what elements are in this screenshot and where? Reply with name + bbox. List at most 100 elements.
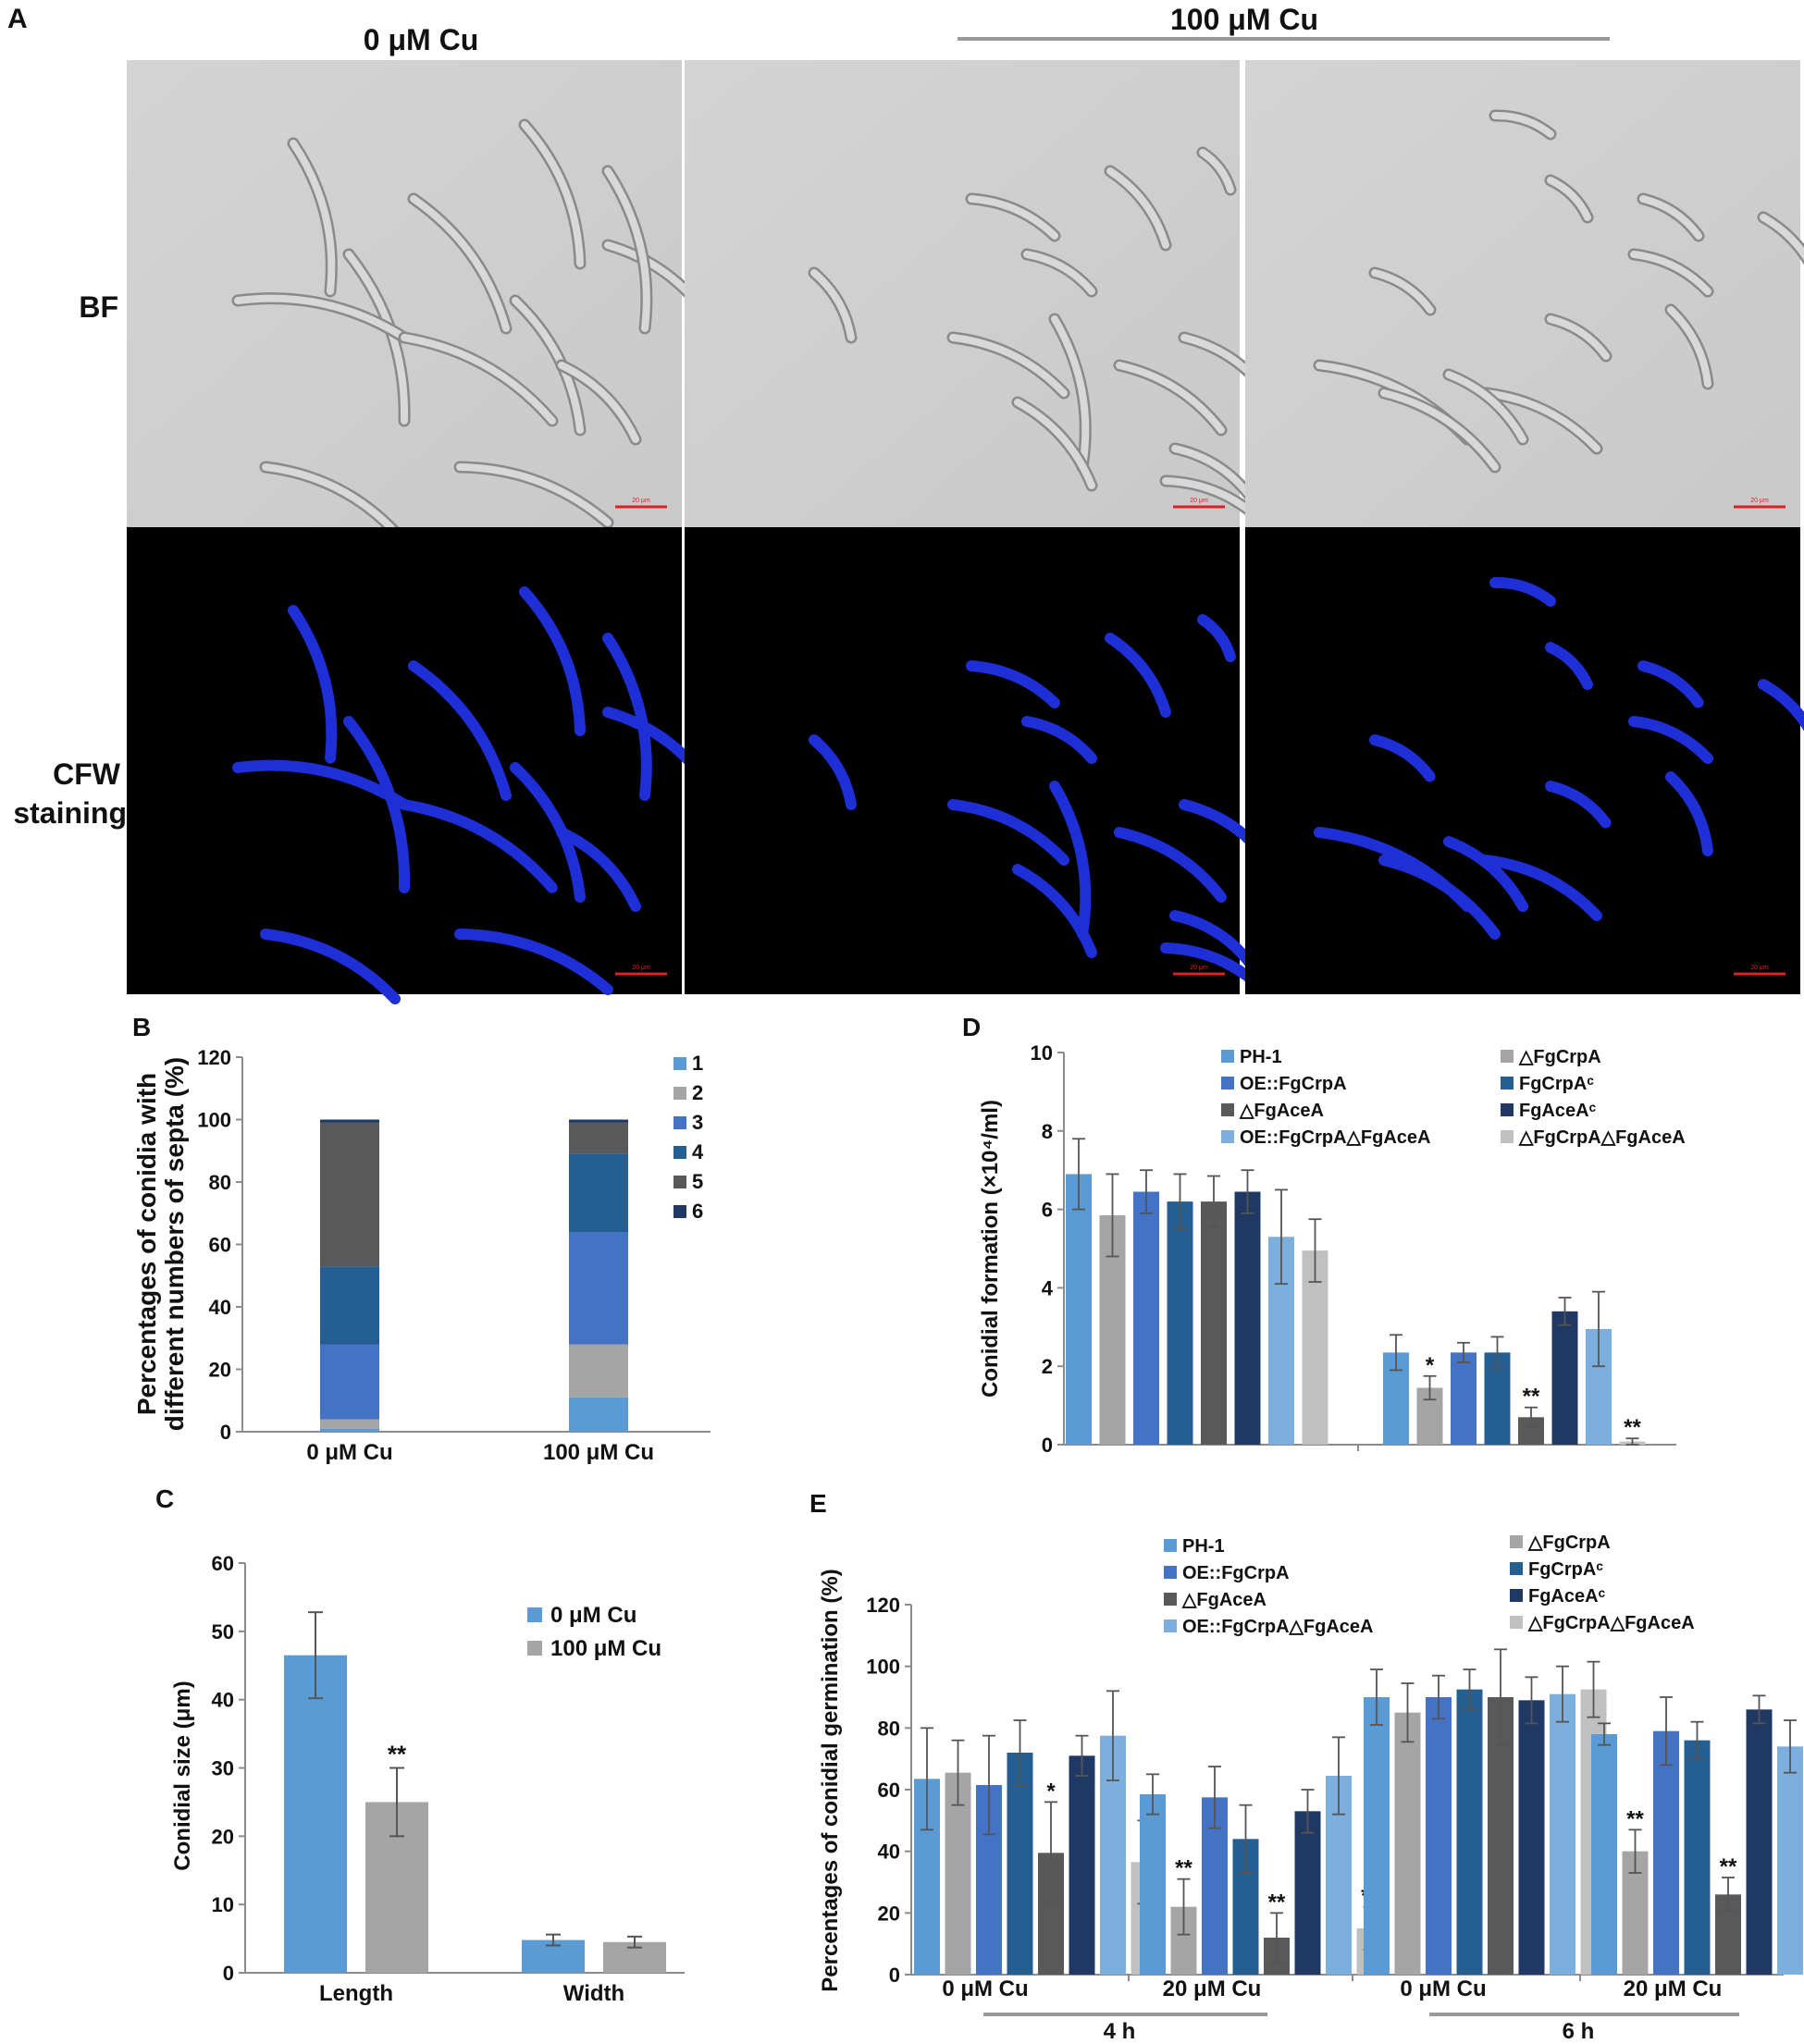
chart-b-bar-0cu-2 [320,1419,379,1429]
conidium-inner-bf-0-2 [234,294,408,341]
chart-d-bar-g0-s4 [1201,1201,1227,1445]
chart-e-y-tick-label: 60 [878,1779,900,1802]
chart-d-legend-swatch-3 [1501,1077,1514,1090]
chart-b-bar-100cu-3 [569,1232,628,1345]
chart-b-legend-swatch-2 [673,1087,686,1100]
chart-e-group-label: 0 μM Cu [1400,1976,1486,2001]
chart-d-legend-label-3: FgCrpAᶜ [1519,1074,1594,1094]
micrograph-cfw-2 [1245,527,1800,994]
conidium-inner-bf-2-2 [1639,195,1702,240]
chart-e-legend-swatch-0 [1164,1539,1177,1552]
chart-b-bar-0cu-3 [320,1344,379,1420]
chart-b-legend-swatch-3 [673,1116,686,1129]
scale-bar-label-bf-1: 20 μm [1190,498,1208,504]
chart-b-legend-label-4: 4 [692,1140,704,1164]
chart-c-bar-length-0 [284,1655,347,1973]
conidium-inner-bf-0-3 [410,195,510,332]
chart-d-sig-g1-s1: * [1426,1353,1435,1378]
chart-d-bar-g0-s5 [1234,1191,1261,1445]
chart-e-bar-g3-s6 [1777,1746,1803,1975]
conidium-inner-bf-1-5 [1051,315,1090,471]
chart-d-legend-label-7: △FgCrpA△FgAceA [1518,1127,1686,1148]
conidium-inner-bf-1-7 [1014,399,1095,489]
conidium-cfw-2-5 [1369,734,1436,782]
chart-c-y-tick-label: 10 [212,1893,234,1916]
chart-d-bar-g1-s2 [1451,1352,1477,1445]
chart-d-legend-swatch-1 [1501,1050,1514,1063]
chart-d-bar-g0-s7 [1302,1250,1328,1445]
chart-e-sig-g3-s1: ** [1626,1806,1644,1831]
chart-c-y-tick-label: 0 [223,1962,234,1985]
conidium-inner-bf-1-9 [1171,445,1253,499]
conidium-cfw-0-11 [556,827,641,912]
chart-e-bar-g2-s1 [1394,1712,1421,1975]
chart-e-sig-g1-s1: ** [1175,1856,1192,1881]
chart-c-legend-swatch-1 [527,1641,542,1656]
chart-e-group-label: 20 μM Cu [1624,1976,1723,2001]
chart-b-legend-swatch-5 [673,1176,686,1188]
conidium-inner-bf-0-0 [290,140,336,295]
chart-d-y-tick-label: 6 [1042,1199,1053,1222]
chart-b-y-tick-label: 60 [209,1234,231,1257]
chart-d-bar-g0-s2 [1133,1191,1159,1445]
chart-e-group-label: 0 μM Cu [942,1976,1028,2001]
chart-e-legend-label-5: FgAceAᶜ [1528,1586,1606,1607]
panel-label-a: A [7,4,28,34]
chart-b-x-tick-label: 100 μM Cu [543,1440,654,1465]
conidium-inner-bf-2-4 [1760,214,1804,261]
chart-b-bar-100cu-1 [569,1397,628,1432]
conidium-cfw-2-10 [1545,781,1612,829]
chart-b-legend-label-2: 2 [692,1081,703,1104]
chart-e-bar-g1-s5 [1294,1811,1321,1975]
micrograph-cfw-1 [685,527,1240,994]
conidium-cfw-1-5 [1049,781,1092,940]
chart-b-legend-swatch-6 [673,1205,686,1218]
conidium-inner-bf-1-4 [949,334,1068,397]
conidium-cfw-1-3 [1021,716,1097,764]
chart-c-y-label: Conidial size (μm) [170,1681,195,1870]
conidium-inner-bf-0-4 [401,334,556,425]
conidium-inner-bf-2-5 [1371,269,1434,314]
row-label-staining: staining [13,796,127,830]
chart-e-sig-g3-s4: ** [1720,1854,1737,1879]
conidium-inner-bf-1-6 [1116,362,1225,434]
conidium-cfw-1-0 [966,660,1060,708]
chart-e-legend-label-4: △FgAceA [1181,1590,1267,1610]
chart-d-legend-label-5: FgAceAᶜ [1519,1101,1597,1121]
chart-e-bar-g0-s1 [945,1772,971,1975]
chart-e-y-tick-label: 100 [866,1656,900,1679]
chart-d-legend-swatch-7 [1501,1130,1514,1143]
chart-d-bar-g0-s3 [1167,1201,1193,1445]
chart-d-y-tick-label: 10 [1031,1041,1053,1065]
panel-label-b: B [132,1013,151,1041]
chart-c: C 0 10 20 30 40 50 60 ** Length Width Conidial siz… [155,1484,685,2006]
conidium-cfw-2-1 [1545,642,1593,690]
chart-e-sig-g1-s4: ** [1268,1890,1286,1915]
chart-e-legend-label-6: OE::FgCrpA△FgAceA [1182,1617,1373,1637]
chart-e-bar-g2-s5 [1518,1700,1545,1975]
conidium-inner-bf-1-3 [1023,251,1095,295]
scale-bar-label-cfw-1: 20 μm [1190,965,1208,971]
chart-c-x-tick-label: Width [563,1981,624,2006]
conidium-inner-bf-1-11 [810,269,855,341]
chart-d-legend-label-6: OE::FgCrpA△FgAceA [1240,1127,1430,1148]
panel-label-e: E [809,1489,827,1518]
panel-label-d: D [962,1013,981,1041]
conidium-cfw-2-2 [1637,660,1704,708]
chart-d-y-label: Conidial formation (×10⁴/ml) [978,1100,1003,1398]
chart-b-bar-100cu-2 [569,1344,628,1398]
conidium-inner-bf-0-11 [558,362,639,443]
chart-e-legend-swatch-3 [1510,1562,1523,1575]
conidium-cfw-0-8 [260,929,401,1004]
chart-e-y-tick-label: 0 [889,1964,900,1987]
chart-e-bar-g2-s6 [1550,1693,1575,1975]
chart-e-legend-label-3: FgCrpAᶜ [1528,1559,1603,1580]
chart-d-legend-label-2: OE::FgCrpA [1240,1074,1347,1094]
chart-b-legend-swatch-1 [673,1057,686,1070]
chart-d-legend-swatch-6 [1221,1130,1234,1143]
chart-d-y-tick-label: 2 [1042,1355,1053,1378]
chart-e-legend-swatch-7 [1510,1616,1523,1629]
conidium-cfw-0-0 [288,605,338,764]
